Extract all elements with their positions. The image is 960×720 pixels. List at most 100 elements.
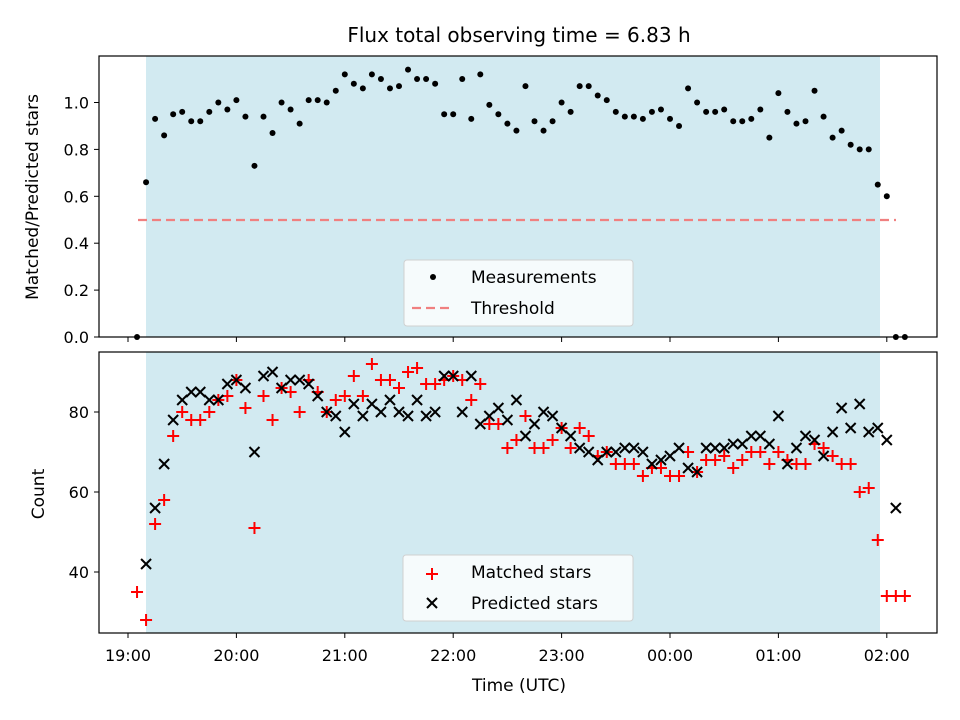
measurement-point: [603, 97, 610, 104]
matched-star-point: [718, 450, 731, 462]
predicted-star-point: [510, 394, 523, 406]
predicted-star-point: [610, 446, 622, 458]
predicted-star-point: [348, 398, 360, 410]
matched-star-point: [383, 374, 396, 386]
measurement-point: [865, 146, 872, 153]
predicted-star-point: [655, 454, 667, 466]
measurement-point: [531, 118, 538, 125]
predicted-star-point: [311, 390, 324, 402]
predicted-star-point: [700, 442, 712, 454]
predicted-star-point: [248, 446, 261, 458]
measurement-point: [648, 108, 655, 115]
matched-star-point: [411, 362, 424, 374]
measurement-point: [314, 97, 321, 104]
legend-threshold-label: Threshold: [470, 299, 555, 319]
matched-star-point: [546, 434, 559, 446]
measurement-point: [513, 127, 520, 134]
predicted-star-point: [203, 394, 216, 406]
matched-star-point: [176, 406, 189, 418]
legend-predicted-label: Predicted stars: [471, 594, 598, 614]
measurement-point: [197, 118, 204, 125]
measurement-point: [206, 108, 213, 115]
measurement-point: [766, 134, 773, 141]
predicted-star-point: [628, 442, 640, 454]
measurement-point: [838, 127, 845, 134]
measurement-point: [414, 76, 421, 83]
measurement-point: [874, 181, 881, 188]
measurement-point: [829, 134, 836, 141]
matched-star-point: [131, 586, 144, 598]
predicted-star-point: [167, 414, 179, 426]
matched-star-point: [140, 614, 153, 626]
matched-star-point: [338, 390, 351, 402]
measurement-point: [712, 108, 719, 115]
measurement-point: [242, 113, 249, 120]
bottom-y-ticks: 40 60 80: [69, 403, 99, 582]
predicted-star-point: [637, 446, 649, 458]
matched-star-point: [474, 378, 487, 390]
predicted-star-point: [483, 410, 496, 422]
measurement-point: [296, 120, 303, 127]
y-tick-label: 80: [69, 403, 89, 422]
y-tick-label: 0.2: [64, 281, 89, 300]
predicted-star-point: [302, 378, 315, 390]
measurement-point: [260, 113, 267, 120]
matched-star-point: [627, 458, 640, 470]
matched-star-point: [727, 462, 740, 474]
predicted-star-point: [528, 418, 541, 430]
measurement-point: [251, 162, 258, 169]
top-legend: Measurements Threshold: [403, 259, 634, 327]
predicted-star-point: [781, 458, 794, 470]
top-y-ticks: 0.0 0.2 0.4 0.6 0.8 1.0: [64, 94, 99, 347]
predicted-star-point: [194, 386, 206, 398]
matched-star-point: [167, 430, 180, 442]
matched-star-point: [844, 458, 857, 470]
bottom-legend: Matched stars Predicted stars: [402, 554, 634, 622]
measurement-point: [224, 106, 231, 113]
legend-matched-marker: [426, 568, 438, 580]
predicted-star-point: [736, 438, 748, 450]
measurement-point: [359, 85, 366, 92]
matched-star-point: [365, 358, 378, 370]
predicted-star-point: [564, 430, 577, 442]
bottom-x-ticks: 19:00 20:00 21:00 22:00 23:00 00:00 01:00 02:00: [105, 633, 910, 665]
predicted-star-point: [149, 502, 161, 514]
measurement-point: [486, 101, 493, 108]
measurement-point: [793, 120, 800, 127]
matched-star-point: [248, 522, 261, 534]
measurement-point: [730, 118, 737, 125]
predicted-star-point: [429, 406, 441, 418]
predicted-star-point: [366, 398, 378, 410]
matched-star-point: [573, 422, 586, 434]
measurement-point: [549, 118, 556, 125]
matched-star-point: [772, 446, 785, 458]
predicted-star-point: [691, 466, 703, 478]
y-tick-label: 40: [69, 563, 89, 582]
measurement-point: [377, 76, 384, 83]
predicted-star-point: [546, 410, 559, 422]
measurement-point: [179, 108, 186, 115]
predicted-star-point: [212, 394, 225, 406]
predicted-star-point: [745, 430, 758, 442]
predicted-star-point: [501, 414, 514, 426]
predicted-star-point: [185, 386, 197, 398]
measurement-point: [368, 71, 375, 78]
x-tick-label: 20:00: [213, 646, 259, 665]
measurement-point: [170, 111, 177, 118]
matched-star-point: [158, 494, 171, 506]
predicted-star-point: [835, 402, 848, 414]
y-tick-label: 60: [69, 483, 89, 502]
measurement-point: [495, 111, 502, 118]
measurement-point: [423, 76, 430, 83]
predicted-star-point: [817, 450, 830, 462]
predicted-star-point: [646, 458, 658, 470]
measurement-point: [703, 108, 710, 115]
predicted-star-point: [158, 458, 170, 470]
bottom-legend-box: [402, 554, 634, 622]
matched-star-point: [356, 390, 369, 402]
measurement-point: [585, 83, 592, 90]
predicted-star-point: [266, 366, 279, 378]
measurement-point: [621, 113, 628, 120]
matched-star-point: [266, 414, 279, 426]
measurement-point: [522, 83, 529, 90]
